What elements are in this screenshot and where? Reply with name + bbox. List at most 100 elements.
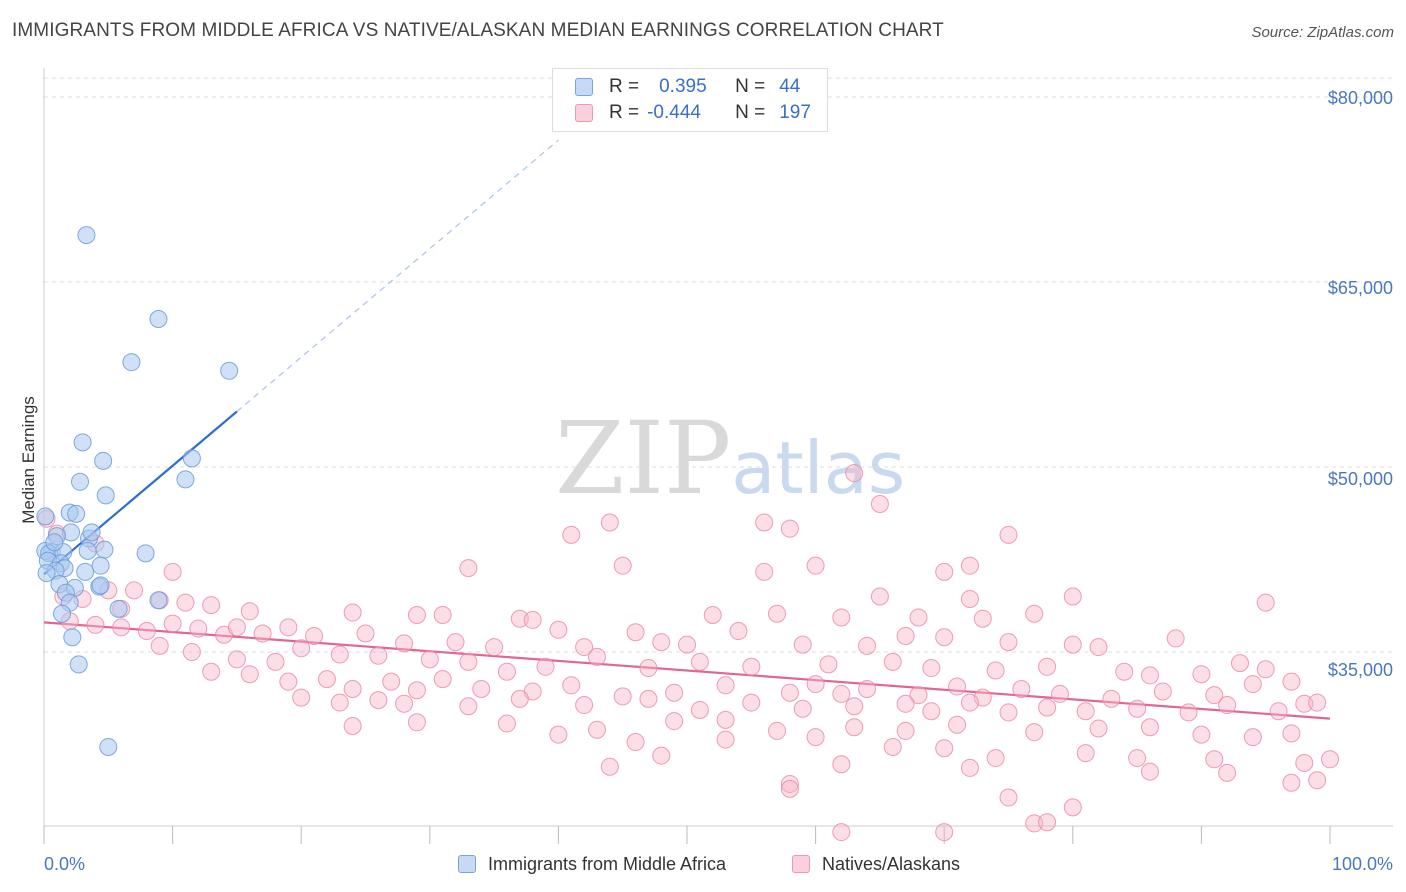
point-natives-44 bbox=[137, 622, 156, 641]
point-natives-113 bbox=[948, 677, 967, 696]
point-natives-53 bbox=[446, 633, 465, 652]
point-natives-158 bbox=[1192, 725, 1211, 744]
point-natives-119 bbox=[1205, 686, 1224, 705]
point-natives-112 bbox=[909, 686, 928, 705]
point-immigrants-4 bbox=[73, 433, 92, 452]
legend-row-blue: R = 0.395 N = 44 bbox=[575, 75, 800, 99]
point-natives-111 bbox=[858, 680, 877, 698]
point-natives-91 bbox=[1230, 654, 1249, 673]
grid-lines bbox=[44, 77, 1393, 653]
point-natives-13 bbox=[459, 559, 478, 578]
point-natives-177 bbox=[960, 758, 979, 777]
point-natives-19 bbox=[1063, 587, 1082, 606]
point-natives-83 bbox=[819, 655, 838, 674]
point-natives-184 bbox=[1063, 798, 1082, 817]
point-natives-149 bbox=[665, 712, 684, 731]
point-natives-25 bbox=[202, 596, 221, 615]
point-natives-43 bbox=[112, 618, 131, 637]
point-natives-4 bbox=[870, 495, 889, 513]
point-natives-70 bbox=[227, 650, 246, 669]
point-natives-18 bbox=[960, 589, 979, 608]
point-natives-50 bbox=[305, 626, 324, 645]
legend-swatch-pink bbox=[575, 104, 593, 122]
point-natives-129 bbox=[639, 689, 658, 708]
point-natives-64 bbox=[935, 628, 954, 647]
bottom-legend-label-2: Natives/Alaskans bbox=[822, 853, 961, 874]
point-natives-131 bbox=[742, 693, 761, 712]
point-natives-76 bbox=[459, 652, 478, 671]
point-natives-137 bbox=[999, 703, 1018, 722]
point-immigrants-12 bbox=[36, 507, 55, 526]
point-natives-102 bbox=[472, 680, 491, 698]
point-natives-89 bbox=[1140, 666, 1159, 685]
point-natives-20 bbox=[1256, 593, 1275, 612]
point-natives-170 bbox=[1205, 750, 1224, 769]
point-natives-115 bbox=[1012, 680, 1031, 698]
point-natives-128 bbox=[575, 696, 594, 715]
point-natives-104 bbox=[562, 676, 581, 695]
point-natives-118 bbox=[1153, 682, 1172, 701]
x-tick-label-1: 100.0% bbox=[1332, 854, 1393, 874]
point-natives-151 bbox=[768, 721, 787, 740]
point-natives-100 bbox=[407, 681, 426, 700]
point-natives-136 bbox=[960, 693, 979, 712]
point-immigrants-28 bbox=[37, 564, 56, 583]
point-natives-147 bbox=[497, 714, 516, 733]
point-immigrants-30 bbox=[91, 556, 110, 575]
point-natives-79 bbox=[587, 647, 606, 666]
point-natives-49 bbox=[279, 618, 298, 637]
point-natives-77 bbox=[497, 662, 516, 681]
point-immigrants-43 bbox=[45, 533, 64, 552]
point-natives-75 bbox=[420, 650, 439, 669]
point-immigrants-16 bbox=[82, 523, 101, 542]
point-natives-57 bbox=[626, 623, 645, 642]
point-immigrants-9 bbox=[96, 486, 115, 505]
point-natives-160 bbox=[1282, 724, 1301, 743]
trend-line-natives bbox=[43, 621, 1331, 720]
point-natives-63 bbox=[896, 626, 915, 645]
point-natives-143 bbox=[1269, 702, 1288, 721]
point-natives-125 bbox=[395, 694, 414, 713]
point-natives-30 bbox=[343, 603, 362, 622]
point-natives-173 bbox=[600, 757, 619, 776]
point-natives-81 bbox=[690, 652, 709, 671]
point-natives-134 bbox=[896, 694, 915, 713]
point-natives-109 bbox=[806, 675, 825, 694]
point-immigrants-37 bbox=[149, 591, 168, 610]
point-natives-106 bbox=[665, 683, 684, 702]
point-natives-9 bbox=[562, 525, 581, 544]
point-natives-186 bbox=[1038, 813, 1057, 832]
point-natives-11 bbox=[960, 556, 979, 575]
point-natives-152 bbox=[845, 718, 864, 737]
point-natives-161 bbox=[549, 725, 568, 744]
point-natives-122 bbox=[292, 688, 311, 707]
point-immigrants-11 bbox=[67, 504, 86, 523]
point-natives-6 bbox=[600, 513, 619, 532]
point-natives-190 bbox=[227, 618, 246, 637]
point-natives-24 bbox=[176, 593, 195, 612]
point-natives-66 bbox=[1063, 635, 1082, 654]
point-natives-82 bbox=[742, 657, 761, 676]
point-natives-172 bbox=[1321, 750, 1339, 769]
point-natives-168 bbox=[1076, 744, 1095, 763]
point-natives-120 bbox=[1243, 675, 1262, 694]
point-natives-48 bbox=[253, 624, 272, 643]
watermark-zip: ZIP bbox=[555, 400, 732, 517]
point-natives-105 bbox=[613, 687, 632, 706]
chart-title: IMMIGRANTS FROM MIDDLE AFRICA VS NATIVE/… bbox=[12, 20, 944, 41]
x-tick-label-0: 0.0% bbox=[44, 854, 85, 874]
point-immigrants-3 bbox=[220, 361, 239, 380]
point-natives-12 bbox=[613, 556, 632, 575]
point-natives-117 bbox=[1102, 689, 1121, 708]
point-immigrants-42 bbox=[99, 737, 118, 756]
points-natives-alaskans bbox=[37, 464, 1339, 842]
point-natives-165 bbox=[883, 737, 902, 756]
point-natives-32 bbox=[433, 606, 452, 624]
legend-r-value: -0.444 bbox=[647, 102, 701, 123]
point-natives-130 bbox=[690, 700, 709, 719]
point-natives-40 bbox=[1025, 604, 1044, 623]
point-immigrants-40 bbox=[63, 628, 82, 647]
point-natives-144 bbox=[1308, 693, 1327, 712]
point-natives-185 bbox=[1025, 814, 1044, 833]
